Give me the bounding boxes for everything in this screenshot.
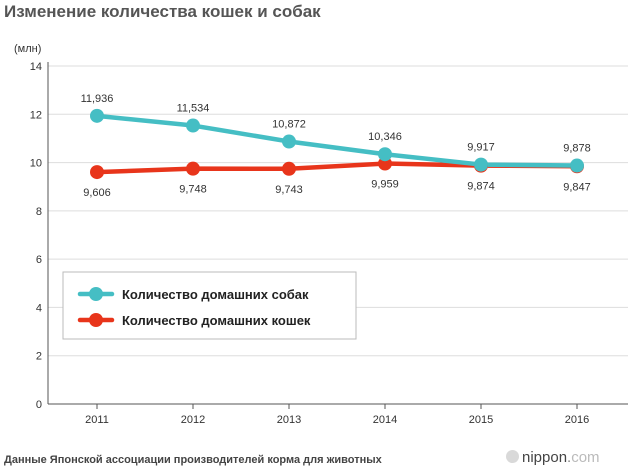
series-1-data-label-2012: 9,748 bbox=[179, 184, 207, 196]
x-tick-label-2014: 2014 bbox=[373, 414, 397, 426]
series-1-data-label-2014: 9,959 bbox=[371, 179, 399, 191]
series-1-data-label-2011: 9,606 bbox=[83, 187, 111, 199]
x-tick-label-2013: 2013 bbox=[277, 414, 301, 426]
y-tick-label-6: 6 bbox=[36, 254, 42, 266]
chart-title: Изменение количества кошек и собак bbox=[4, 2, 321, 21]
series-0-point-2011 bbox=[90, 108, 104, 123]
series-0-point-2016 bbox=[570, 158, 584, 173]
legend-box bbox=[62, 271, 357, 340]
series-0-point-2014 bbox=[378, 147, 392, 162]
series-0-data-label-2012: 11,534 bbox=[177, 103, 210, 115]
series-lines bbox=[90, 108, 584, 180]
series-1-data-label-2015: 9,874 bbox=[467, 181, 495, 193]
legend-marker-1 bbox=[89, 313, 103, 327]
y-tick-label-14: 14 bbox=[30, 61, 42, 73]
series-0-data-label-2015: 9,917 bbox=[467, 142, 495, 154]
series-0-point-2013 bbox=[282, 134, 296, 149]
legend-label-0: Количество домашних собак bbox=[122, 287, 309, 302]
legend-marker-0 bbox=[89, 287, 103, 301]
series-0-point-2012 bbox=[186, 118, 200, 133]
data-labels: 11,936 11,534 10,872 10,346 9,917 9,878 9,606 9… bbox=[81, 93, 591, 199]
series-1-data-label-2016: 9,847 bbox=[563, 181, 591, 193]
brand-logo[interactable]: nippon.com bbox=[506, 449, 600, 466]
series-1-point-2011 bbox=[90, 165, 104, 180]
y-tick-label-4: 4 bbox=[36, 302, 42, 314]
series-0-data-label-2014: 10,346 bbox=[368, 131, 402, 143]
brand-domain: com bbox=[571, 449, 600, 466]
brand-dot: . bbox=[567, 449, 572, 466]
series-0-data-label-2011: 11,936 bbox=[81, 93, 114, 105]
y-tick-label-2: 2 bbox=[36, 351, 42, 363]
x-tick-label-2016: 2016 bbox=[565, 414, 589, 426]
y-axis-label: (млн) bbox=[14, 43, 41, 55]
series-0-point-2015 bbox=[474, 157, 488, 172]
y-tick-label-0: 0 bbox=[36, 399, 42, 411]
brand-name: nippon bbox=[522, 449, 568, 466]
series-1-point-2012 bbox=[186, 161, 200, 176]
nippon-logo-icon bbox=[506, 450, 519, 463]
series-1-point-2013 bbox=[282, 161, 296, 176]
source-note: Данные Японской ассоциации производителе… bbox=[4, 454, 382, 466]
legend: Количество домашних собак Количество дома… bbox=[62, 271, 357, 340]
legend-label-1: Количество домашних кошек bbox=[122, 313, 311, 328]
y-tick-label-8: 8 bbox=[36, 206, 42, 218]
series-line-0 bbox=[94, 113, 580, 168]
x-tick-label-2011: 2011 bbox=[85, 414, 109, 426]
y-tick-label-10: 10 bbox=[30, 158, 42, 170]
axes: 0 2 4 6 8 10 12 14 (млн) 2011 2012 2013 2014 2015 2016 bbox=[14, 43, 628, 426]
y-tick-label-12: 12 bbox=[30, 109, 42, 121]
series-0-data-label-2013: 10,872 bbox=[272, 119, 306, 131]
x-tick-label-2012: 2012 bbox=[181, 414, 205, 426]
series-0-data-label-2016: 9,878 bbox=[563, 143, 591, 155]
series-1-data-label-2013: 9,743 bbox=[275, 184, 303, 196]
x-tick-label-2015: 2015 bbox=[469, 414, 493, 426]
